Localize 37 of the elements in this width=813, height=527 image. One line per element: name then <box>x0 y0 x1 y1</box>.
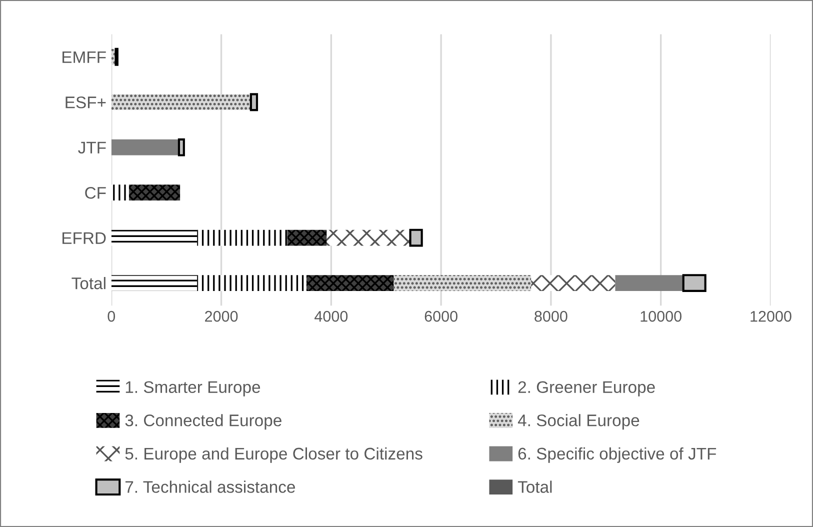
bar <box>111 94 251 110</box>
legend-label: 1. Smarter Europe <box>126 381 260 396</box>
bar <box>111 230 198 246</box>
legend-label: 2. Greener Europe <box>518 381 655 396</box>
legend-label: 4. Social Europe <box>518 414 640 430</box>
bar <box>128 184 180 200</box>
x-tick-label: 10000 <box>640 310 682 322</box>
bar <box>287 230 327 246</box>
x-tick-label: 6000 <box>424 310 458 322</box>
legend-label: Total <box>518 480 552 493</box>
x-tick-label: 4000 <box>314 310 348 322</box>
y-tick-label: CF <box>85 186 106 199</box>
legend-label: 6. Specific objective of JTF <box>518 447 716 463</box>
bar <box>394 275 532 291</box>
bar <box>531 275 616 291</box>
y-tick-label: JTF <box>78 142 106 154</box>
bar <box>250 93 258 112</box>
y-tick-label: EFRD <box>62 232 106 244</box>
y-tick-label: ESF+ <box>66 96 106 108</box>
bar <box>615 275 684 291</box>
legend-label: 3. Connected Europe <box>125 414 282 430</box>
bar <box>326 230 410 246</box>
legend-label: 5. Europe and Europe Closer to Citizens <box>125 447 422 463</box>
bar <box>111 275 198 291</box>
y-tick-label: Total <box>72 277 106 290</box>
bar <box>409 228 423 247</box>
bar <box>306 275 394 291</box>
bar <box>682 274 706 292</box>
x-tick-label: 2000 <box>205 310 238 322</box>
bar <box>197 230 288 246</box>
x-tick-label: 8000 <box>534 310 568 322</box>
bar <box>178 138 185 156</box>
bar <box>111 139 179 156</box>
y-tick-label: EMFF <box>62 51 106 63</box>
legend-label: 7. Technical assistance <box>125 480 295 493</box>
x-tick-label: 0 <box>108 310 116 322</box>
x-tick-label: 12000 <box>750 310 792 322</box>
